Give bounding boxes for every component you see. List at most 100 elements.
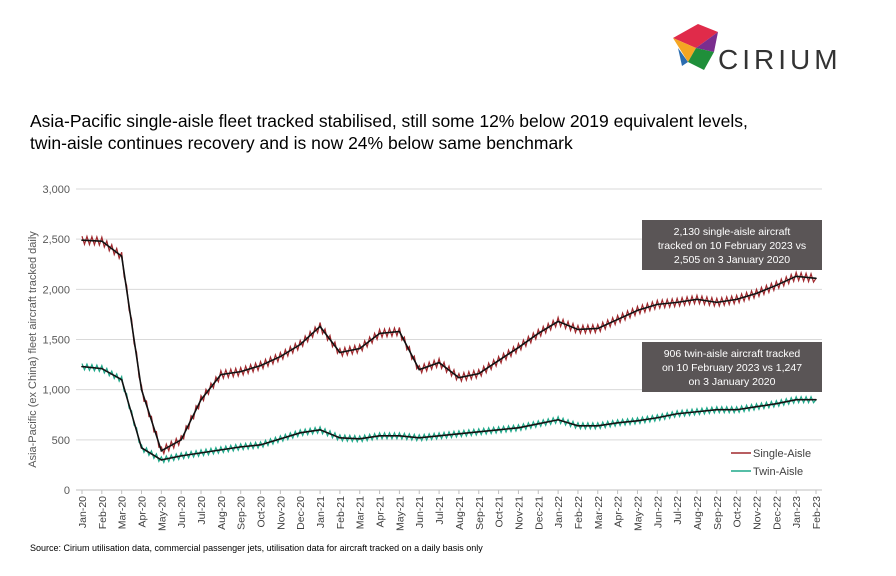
x-tick-label: Sep-21: [474, 496, 486, 530]
x-tick-label: Jun-20: [176, 496, 188, 528]
data-point-twin-aisle: [755, 405, 758, 408]
data-point-twin-aisle: [458, 433, 460, 435]
x-tick-label: Jan-22: [553, 496, 565, 528]
x-tick-label: Jul-20: [196, 496, 208, 525]
data-point-single-aisle: [101, 240, 103, 242]
data-point-twin-aisle: [200, 452, 202, 454]
x-tick-label: Jan-23: [791, 496, 803, 528]
data-point-single-aisle: [775, 284, 778, 287]
data-point-single-aisle: [81, 239, 83, 241]
data-point-single-aisle: [378, 332, 381, 335]
series-line-twin-aisle-trend: [81, 365, 816, 461]
data-point-single-aisle: [220, 373, 222, 376]
data-point-single-aisle: [696, 298, 698, 301]
legend-label: Single-Aisle: [753, 448, 811, 460]
x-tick-label: Apr-20: [137, 496, 149, 528]
data-point-single-aisle: [596, 327, 599, 330]
x-tick-label: Feb-20: [97, 496, 109, 529]
source-note: Source: Cirium utilisation data, commerc…: [30, 543, 483, 553]
data-point-twin-aisle: [735, 408, 738, 411]
data-point-twin-aisle: [81, 365, 83, 368]
y-axis-label: Asia-Pacific (ex China) fleet aircraft t…: [27, 231, 39, 468]
data-point-single-aisle: [299, 343, 302, 346]
data-point-twin-aisle: [120, 378, 123, 381]
x-tick-label: Sep-20: [236, 496, 248, 530]
x-tick-label: Aug-22: [692, 496, 704, 530]
x-tick-label: Jun-21: [414, 496, 426, 528]
data-point-twin-aisle: [636, 419, 639, 422]
x-tick-label: Oct-21: [494, 496, 506, 528]
data-point-single-aisle: [795, 275, 797, 278]
data-point-twin-aisle: [477, 431, 480, 433]
data-point-twin-aisle: [438, 435, 440, 437]
x-tick-label: Sep-22: [712, 496, 724, 530]
x-tick-label: May-21: [394, 496, 406, 531]
data-point-single-aisle: [636, 309, 639, 312]
data-point-twin-aisle: [596, 424, 599, 427]
x-tick-label: Jan-20: [77, 496, 89, 528]
y-tick-label: 3,000: [42, 184, 70, 196]
data-point-twin-aisle: [497, 429, 500, 431]
data-point-single-aisle: [656, 303, 659, 306]
data-point-twin-aisle: [795, 398, 797, 401]
data-point-single-aisle: [517, 346, 520, 349]
data-point-single-aisle: [438, 361, 440, 364]
x-tick-label: Jan-21: [315, 496, 327, 528]
data-point-twin-aisle: [259, 444, 262, 446]
data-point-twin-aisle: [101, 367, 103, 370]
data-point-single-aisle: [755, 292, 758, 295]
data-point-single-aisle: [200, 398, 202, 401]
x-tick-label: Jul-21: [434, 496, 446, 525]
data-point-single-aisle: [815, 277, 817, 280]
data-point-single-aisle: [259, 364, 262, 367]
data-point-twin-aisle: [160, 459, 163, 461]
x-tick-label: Aug-21: [454, 496, 466, 530]
data-point-single-aisle: [239, 370, 242, 373]
data-point-twin-aisle: [537, 422, 540, 425]
series-line-twin-aisle-daily: [81, 362, 817, 464]
data-point-twin-aisle: [577, 424, 579, 427]
data-point-twin-aisle: [696, 410, 698, 413]
data-point-single-aisle: [537, 332, 540, 335]
x-tick-label: Nov-21: [513, 496, 525, 530]
brand-name: CIRIUM: [718, 44, 842, 75]
y-tick-label: 2,500: [42, 234, 70, 246]
y-tick-label: 2,000: [42, 284, 70, 296]
x-tick-label: Apr-21: [375, 496, 387, 528]
data-point-twin-aisle: [418, 437, 421, 439]
x-tick-label: Dec-22: [771, 496, 783, 530]
data-point-twin-aisle: [339, 437, 341, 439]
title-line-2: twin-aisle continues recovery and is now…: [30, 133, 573, 153]
x-tick-label: May-22: [632, 496, 644, 531]
data-point-twin-aisle: [180, 455, 182, 457]
data-point-twin-aisle: [616, 421, 619, 424]
series-line-single-aisle-trend: [81, 239, 817, 453]
data-point-single-aisle: [716, 301, 718, 304]
x-tick-label: Apr-22: [613, 496, 625, 528]
data-point-single-aisle: [557, 320, 559, 323]
data-point-single-aisle: [180, 439, 182, 441]
x-tick-label: Nov-20: [275, 496, 287, 530]
data-point-twin-aisle: [656, 416, 659, 419]
data-point-twin-aisle: [140, 447, 143, 449]
data-point-twin-aisle: [517, 426, 520, 429]
data-point-twin-aisle: [716, 408, 718, 411]
chart-title: Asia-Pacific single-aisle fleet tracked …: [30, 110, 850, 154]
x-tick-label: May-20: [156, 496, 168, 531]
data-point-single-aisle: [458, 376, 460, 379]
data-point-single-aisle: [398, 330, 401, 333]
data-point-single-aisle: [358, 347, 361, 350]
title-line-1: Asia-Pacific single-aisle fleet tracked …: [30, 111, 748, 131]
data-point-single-aisle: [418, 368, 421, 371]
data-point-twin-aisle: [358, 438, 361, 440]
data-point-single-aisle: [735, 298, 738, 301]
data-point-single-aisle: [676, 301, 678, 304]
data-point-twin-aisle: [220, 449, 222, 451]
x-tick-label: Jun-22: [652, 496, 664, 528]
legend-label: Twin-Aisle: [753, 466, 803, 478]
x-tick-label: Feb-22: [573, 496, 585, 529]
data-point-single-aisle: [616, 318, 619, 321]
data-point-single-aisle: [160, 450, 163, 452]
data-point-single-aisle: [279, 355, 282, 358]
cirium-logo-icon: [673, 24, 718, 70]
